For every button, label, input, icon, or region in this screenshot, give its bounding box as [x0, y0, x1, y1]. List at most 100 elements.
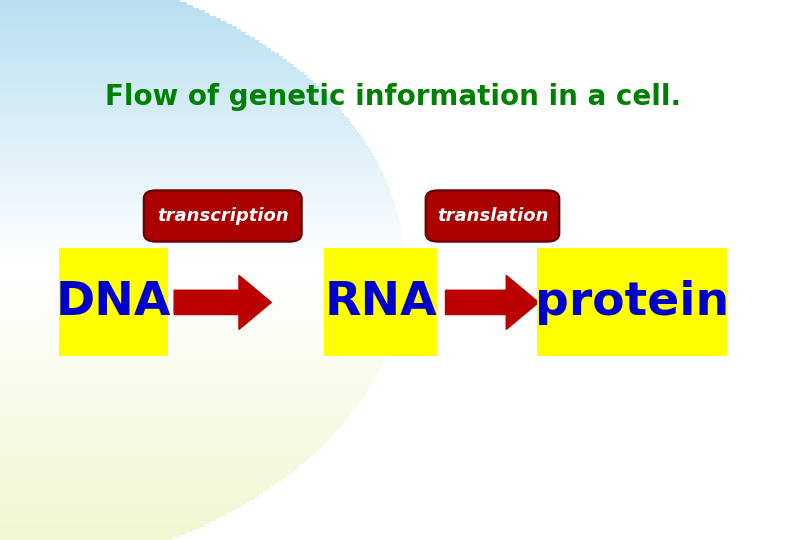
- Bar: [0, 340, 392, 343]
- Bar: [0, 321, 398, 324]
- Bar: [0, 35, 250, 38]
- Bar: [0, 407, 355, 410]
- Text: RNA: RNA: [324, 280, 437, 325]
- Bar: [0, 256, 405, 259]
- Bar: [0, 294, 403, 297]
- Bar: [0, 494, 259, 497]
- Bar: [0, 16, 216, 19]
- Bar: [0, 469, 293, 472]
- Bar: [0, 232, 402, 235]
- Bar: [0, 153, 373, 157]
- Bar: [0, 140, 364, 143]
- Bar: [0, 186, 389, 189]
- Bar: [0, 105, 337, 108]
- Bar: [0, 269, 405, 273]
- Bar: [0, 529, 193, 532]
- Bar: [0, 442, 324, 446]
- Bar: [0, 394, 364, 397]
- Bar: [0, 202, 394, 205]
- Text: protein: protein: [535, 280, 729, 325]
- Text: transcription: transcription: [157, 207, 288, 225]
- Bar: [0, 97, 330, 100]
- Text: DNA: DNA: [56, 280, 171, 325]
- Bar: [0, 512, 227, 516]
- Bar: [0, 156, 375, 159]
- Bar: [0, 377, 375, 381]
- Bar: [0, 134, 361, 138]
- Bar: [0, 145, 369, 149]
- Bar: [0, 391, 366, 394]
- Bar: [0, 18, 221, 22]
- Bar: [0, 388, 369, 392]
- Bar: [0, 488, 267, 491]
- Bar: [0, 369, 379, 373]
- FancyBboxPatch shape: [59, 248, 168, 356]
- Bar: [0, 59, 287, 62]
- Bar: [0, 288, 404, 292]
- Bar: [0, 21, 227, 24]
- Bar: [0, 383, 372, 386]
- Bar: [0, 40, 259, 43]
- Bar: [0, 286, 404, 289]
- Bar: [0, 148, 370, 151]
- Bar: [0, 175, 385, 178]
- Bar: [0, 234, 403, 238]
- Bar: [0, 161, 377, 165]
- Bar: [0, 197, 393, 200]
- Bar: [0, 431, 335, 435]
- Bar: [0, 80, 313, 84]
- Bar: [0, 253, 404, 256]
- Bar: [0, 472, 290, 475]
- Bar: [0, 440, 327, 443]
- Bar: [0, 334, 394, 338]
- Bar: [0, 356, 386, 359]
- Bar: [0, 224, 400, 227]
- FancyArrow shape: [446, 275, 539, 329]
- Bar: [0, 251, 404, 254]
- Bar: [0, 361, 383, 365]
- Bar: [0, 305, 402, 308]
- Bar: [0, 329, 395, 332]
- Bar: [0, 364, 382, 367]
- Bar: [0, 51, 275, 54]
- Bar: [0, 10, 205, 14]
- Bar: [0, 342, 391, 346]
- Bar: [0, 534, 180, 537]
- Bar: [0, 37, 255, 40]
- Bar: [0, 210, 397, 213]
- Bar: [0, 315, 399, 319]
- Bar: [0, 453, 313, 456]
- Bar: [0, 458, 307, 462]
- Bar: [0, 448, 318, 451]
- Bar: [0, 272, 405, 275]
- Bar: [0, 491, 263, 494]
- Bar: [0, 332, 394, 335]
- Bar: [0, 5, 193, 8]
- Bar: [0, 248, 404, 251]
- Bar: [0, 83, 316, 86]
- Bar: [0, 399, 361, 402]
- Bar: [0, 67, 297, 70]
- Bar: [0, 26, 237, 30]
- Bar: [0, 507, 237, 510]
- FancyArrow shape: [174, 275, 271, 329]
- Bar: [0, 164, 379, 167]
- Bar: [0, 207, 396, 211]
- Bar: [0, 62, 290, 65]
- Bar: [0, 467, 297, 470]
- Bar: [0, 359, 385, 362]
- Bar: [0, 477, 283, 481]
- Bar: [0, 191, 391, 194]
- Bar: [0, 483, 275, 486]
- Bar: [0, 194, 392, 197]
- Bar: [0, 515, 221, 518]
- Bar: [0, 499, 250, 502]
- Bar: [0, 526, 199, 529]
- Bar: [0, 337, 393, 340]
- Bar: [0, 91, 324, 94]
- Bar: [0, 137, 363, 140]
- Bar: [0, 129, 357, 132]
- Bar: [0, 456, 309, 459]
- Bar: [0, 521, 211, 524]
- Bar: [0, 205, 395, 208]
